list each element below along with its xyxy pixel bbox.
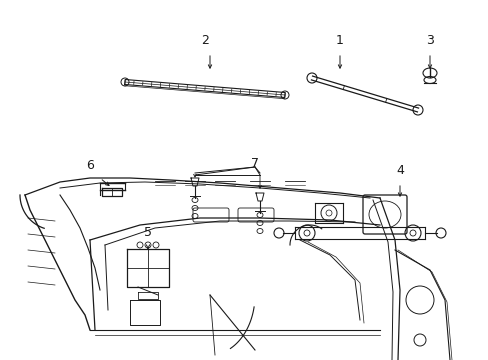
Text: 3: 3 — [425, 33, 433, 46]
Text: 7: 7 — [250, 157, 259, 170]
Text: 4: 4 — [395, 163, 403, 176]
Text: 5: 5 — [143, 225, 152, 239]
Text: 6: 6 — [86, 158, 94, 171]
Text: 1: 1 — [335, 33, 343, 46]
Text: 2: 2 — [201, 33, 208, 46]
